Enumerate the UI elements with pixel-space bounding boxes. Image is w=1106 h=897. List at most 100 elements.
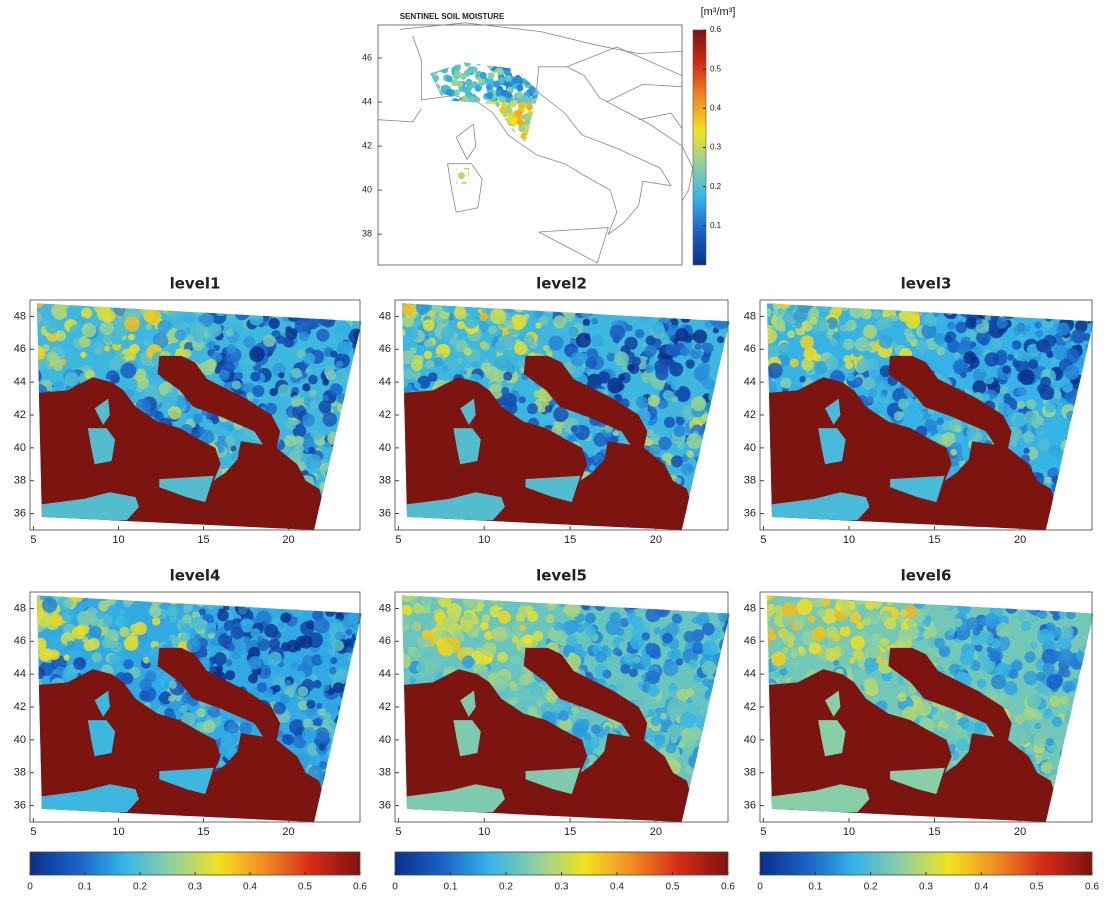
land-pixel — [280, 612, 292, 624]
land-pixel — [226, 312, 238, 324]
land-pixel — [772, 303, 781, 310]
land-pixel — [157, 319, 173, 335]
sm-pixel — [487, 72, 495, 80]
land-pixel — [984, 352, 999, 367]
land-pixel — [585, 348, 599, 361]
land-pixel — [313, 717, 323, 727]
land-pixel — [456, 357, 464, 365]
land-pixel — [401, 350, 415, 365]
land-pixel — [826, 317, 838, 330]
land-pixel — [296, 670, 306, 680]
land-pixel — [249, 346, 265, 363]
land-pixel — [108, 358, 122, 371]
land-pixel — [668, 682, 678, 692]
land-pixel — [268, 638, 280, 650]
land-pixel — [456, 321, 466, 330]
land-pixel — [303, 352, 316, 365]
land-pixel — [814, 361, 828, 375]
land-pixel — [256, 635, 264, 643]
land-pixel — [571, 705, 580, 715]
land-pixel — [890, 341, 897, 349]
land-pixel — [766, 380, 778, 396]
land-pixel — [297, 686, 309, 697]
land-pixel — [866, 395, 875, 404]
land-pixel — [923, 312, 938, 327]
land-pixel — [830, 338, 838, 346]
land-pixel — [960, 371, 967, 379]
land-pixel — [490, 308, 507, 325]
land-pixel — [421, 604, 431, 614]
land-pixel — [107, 604, 121, 618]
land-pixel — [632, 656, 641, 664]
sm-pixel — [486, 92, 494, 100]
land-pixel — [635, 396, 649, 409]
y-tick-label: 38 — [362, 229, 372, 239]
land-pixel — [613, 647, 622, 656]
land-pixel — [46, 351, 59, 363]
land-pixel — [63, 598, 74, 609]
land-pixel — [591, 334, 604, 348]
land-pixel — [566, 653, 582, 669]
land-pixel — [865, 345, 872, 352]
land-pixel — [809, 316, 818, 325]
land-pixel — [69, 324, 84, 340]
land-pixel — [52, 360, 63, 371]
land-pixel — [1026, 399, 1037, 410]
land-pixel — [239, 618, 254, 633]
land-pixel — [98, 600, 110, 612]
sm-pixel — [479, 71, 487, 79]
land-pixel — [954, 433, 964, 443]
land-pixel — [226, 721, 240, 735]
sm-pixel — [456, 80, 464, 88]
land-pixel — [1017, 333, 1026, 342]
land-pixel — [1007, 354, 1015, 361]
land-pixel — [472, 650, 483, 661]
land-pixel — [698, 362, 711, 375]
land-pixel — [415, 348, 423, 356]
land-pixel — [954, 425, 962, 433]
island — [825, 398, 841, 425]
land-pixel — [403, 368, 415, 380]
land-pixel — [308, 446, 316, 455]
land-pixel — [543, 345, 550, 352]
land-pixel — [671, 613, 682, 624]
land-pixel — [204, 622, 217, 635]
land-pixel — [669, 362, 684, 377]
land-pixel — [662, 390, 674, 401]
land-pixel — [182, 348, 192, 358]
land-pixel — [308, 765, 323, 780]
land-pixel — [318, 400, 332, 414]
land-pixel — [142, 656, 150, 664]
land-pixel — [463, 347, 472, 356]
land-pixel — [493, 675, 509, 691]
land-pixel — [1050, 357, 1058, 365]
land-pixel — [181, 712, 196, 727]
island — [401, 492, 505, 521]
y-tick-label: 40 — [14, 442, 26, 454]
land-pixel — [251, 398, 259, 406]
land-pixel — [128, 632, 139, 643]
coastline — [566, 46, 683, 76]
land-pixel — [485, 366, 500, 381]
sm-pixel — [445, 88, 453, 96]
colorbar-tick-label: 0.4 — [710, 103, 722, 112]
land-pixel — [61, 342, 70, 351]
sm-pixel — [457, 172, 465, 180]
land-pixel — [944, 335, 953, 344]
land-pixel — [226, 343, 237, 354]
land-pixel — [648, 443, 661, 456]
land-pixel — [152, 617, 161, 626]
y-tick-label: 40 — [14, 734, 26, 746]
land-pixel — [501, 386, 510, 396]
land-pixel — [36, 311, 43, 325]
land-pixel — [614, 351, 629, 367]
land-pixel — [139, 678, 152, 692]
land-pixel — [670, 649, 682, 661]
land-pixel — [111, 333, 123, 345]
island — [87, 428, 116, 465]
land-pixel — [645, 335, 656, 346]
land-pixel — [881, 389, 888, 396]
land-pixel — [681, 730, 697, 747]
land-pixel — [250, 628, 261, 639]
land-pixel — [401, 328, 406, 338]
